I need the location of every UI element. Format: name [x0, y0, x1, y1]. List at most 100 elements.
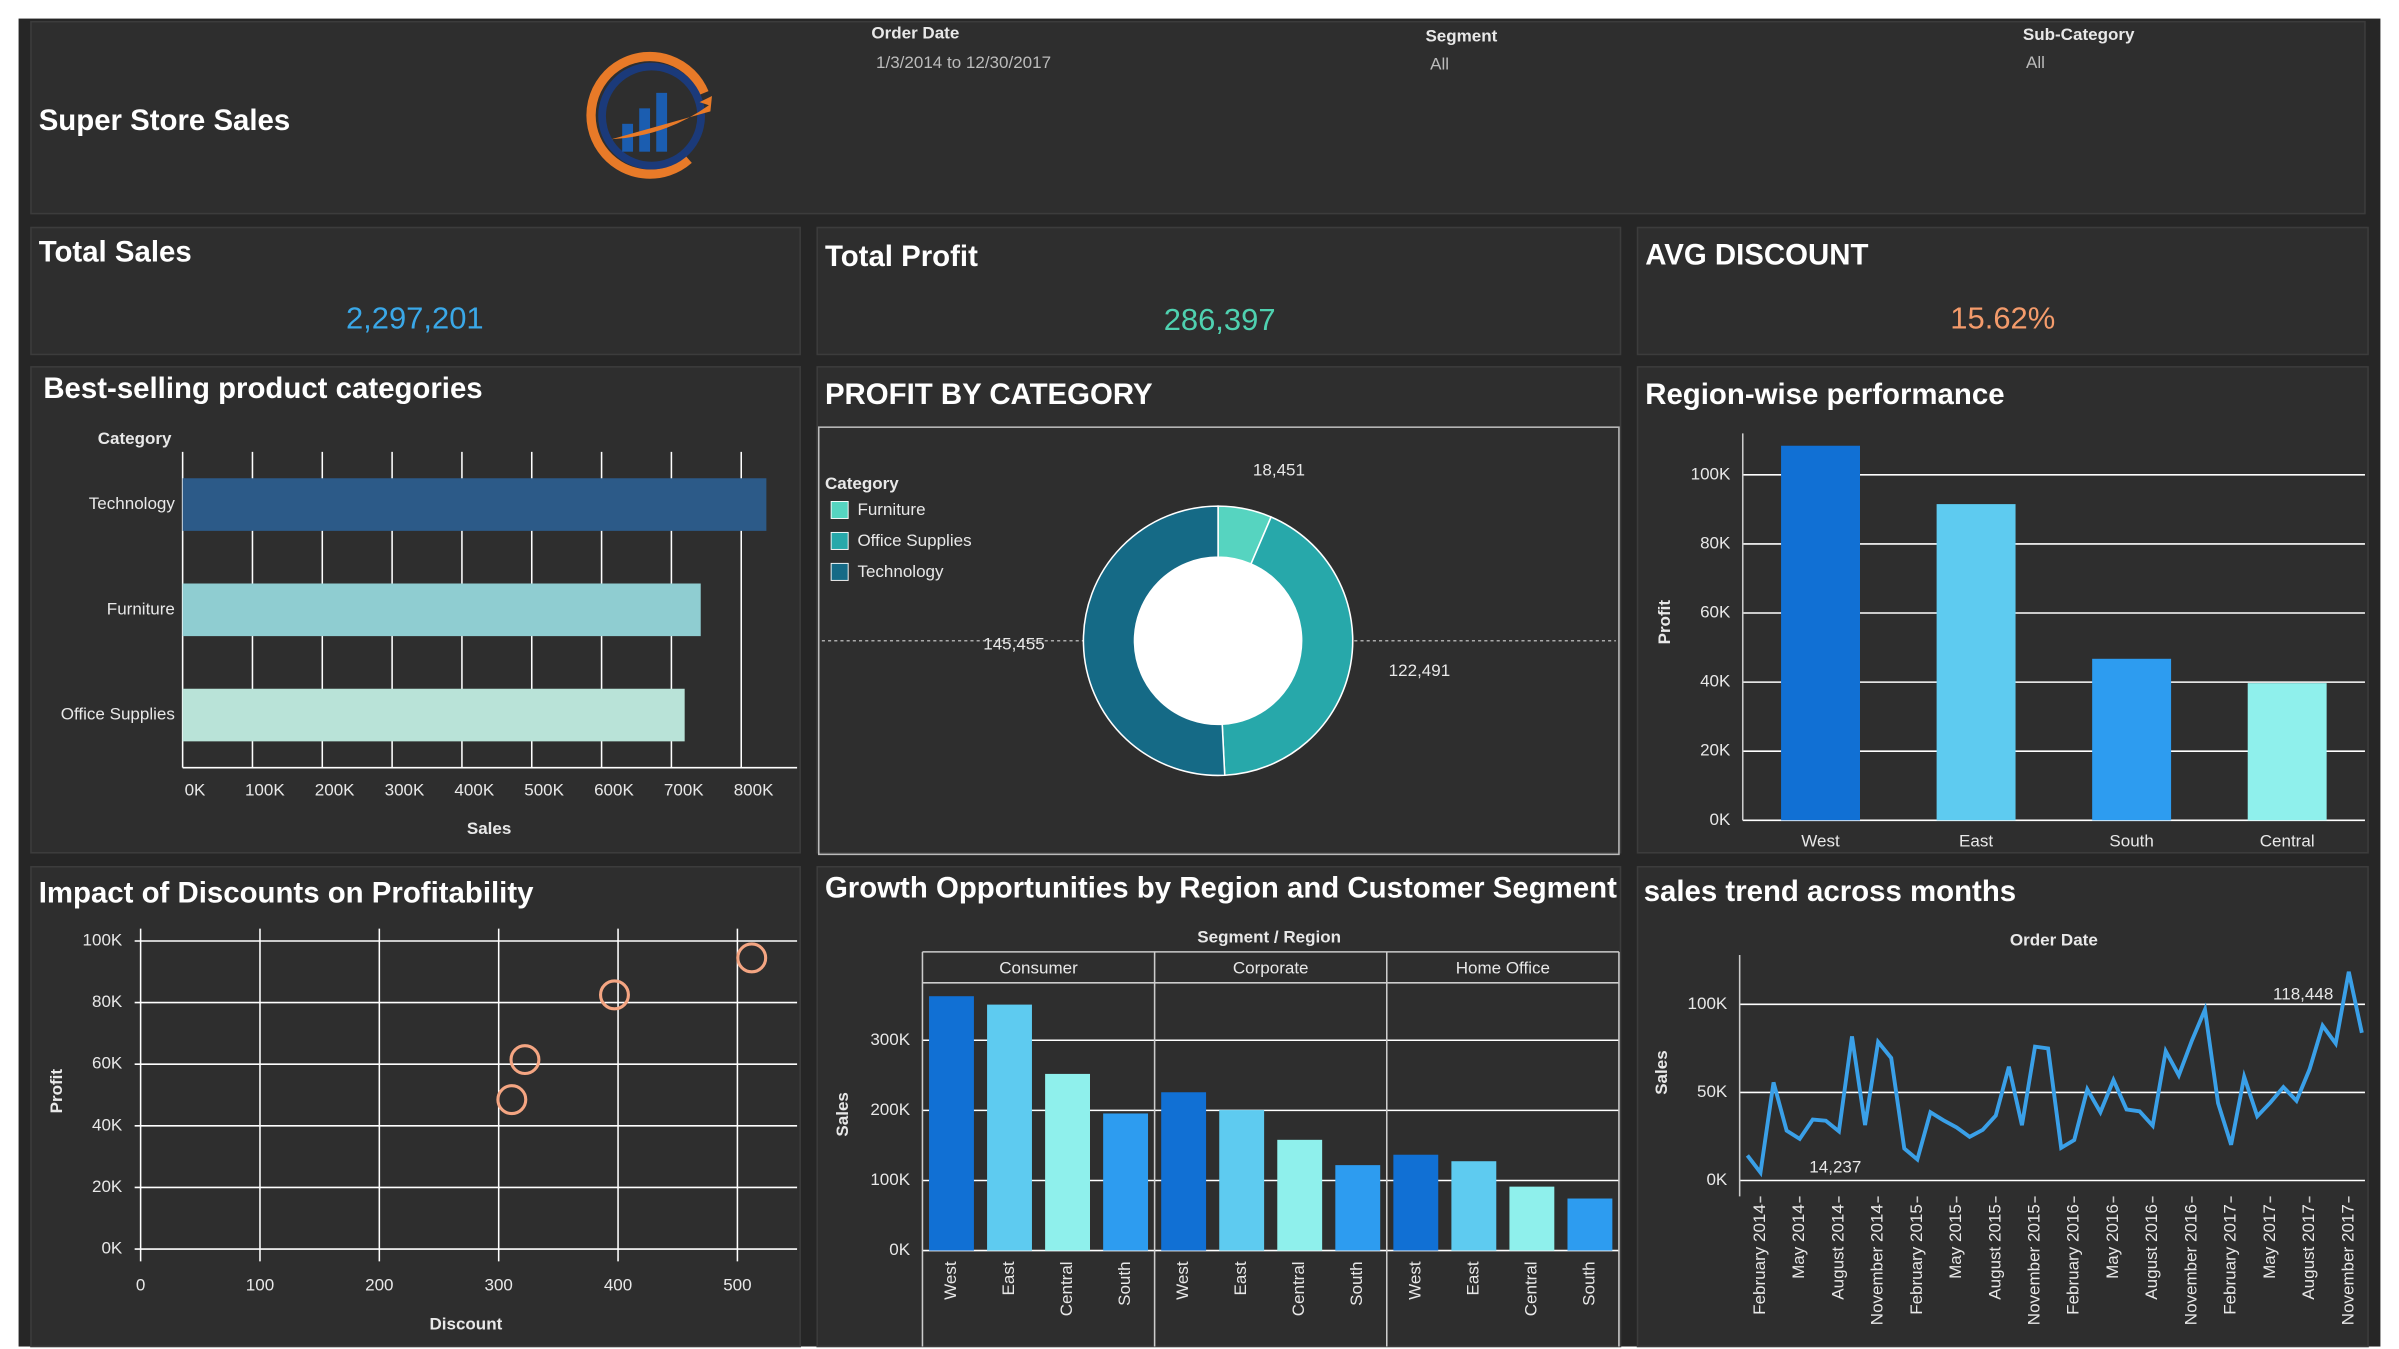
x-tick-label: East: [999, 1261, 1018, 1295]
x-tick-label: East: [1231, 1261, 1250, 1295]
x-tick-label: Central: [1057, 1261, 1076, 1316]
y-tick-label: 100K: [870, 1170, 910, 1189]
bar: [1277, 1139, 1323, 1251]
x-tick-label: East: [1959, 831, 1993, 850]
logo-bar: [622, 123, 634, 152]
scatter-point: [496, 1084, 528, 1116]
y-tick-label: 40K: [92, 1115, 123, 1134]
bar: [1936, 504, 2016, 821]
y-tick-label: 20K: [1700, 741, 1731, 760]
bar: [1219, 1110, 1265, 1251]
y-tick-label: 0K: [889, 1240, 910, 1259]
legend-swatch: [830, 500, 849, 519]
y-tick-label: 40K: [1700, 672, 1731, 691]
bar: [1451, 1161, 1497, 1251]
x-tick-label: November 2015: [2025, 1204, 2044, 1325]
scatter-point: [598, 979, 630, 1011]
x-tick-label: February 2017: [2221, 1204, 2240, 1315]
group-label: Consumer: [999, 958, 1078, 977]
x-tick-label: Central: [2260, 831, 2315, 850]
filter-value: All: [1430, 55, 1449, 74]
logo-arc: [586, 51, 709, 179]
header-panel: [30, 20, 2366, 215]
y-tick-label: Office Supplies: [61, 705, 175, 724]
filter-label: Sub-Category: [2023, 25, 2135, 44]
scatter-point: [736, 942, 768, 974]
kpi-panel: [30, 226, 801, 356]
x-tick-label: August 2016: [2142, 1204, 2161, 1300]
filter-label: Order Date: [871, 24, 959, 43]
x-tick-label: February 2016: [2064, 1204, 2083, 1315]
y-tick-label: 60K: [92, 1054, 123, 1073]
x-tick-label: August 2015: [1985, 1204, 2004, 1300]
y-tick-label: Technology: [89, 494, 176, 513]
dashboard-title: Super Store Sales: [39, 104, 291, 137]
logo: [586, 51, 712, 179]
x-tick-label: Central: [1521, 1261, 1540, 1316]
x-tick-label: 200K: [315, 780, 355, 799]
scatter-point: [509, 1044, 541, 1076]
x-tick-label: February 2014: [1750, 1204, 1769, 1315]
x-tick-label: 400K: [454, 780, 494, 799]
group-label: Corporate: [1233, 958, 1309, 977]
bar: [182, 478, 767, 531]
kpi-title: Total Profit: [825, 240, 978, 273]
x-tick-label: May 2014: [1789, 1204, 1808, 1279]
x-tick-label: South: [2109, 831, 2153, 850]
chart-title: Impact of Discounts on Profitability: [39, 876, 534, 909]
data-label: 14,237: [1809, 1157, 1861, 1176]
chart-frame: [817, 426, 1620, 856]
y-tick-label: 100K: [1691, 464, 1731, 483]
axis-title: Discount: [429, 1314, 502, 1333]
chart-panel: [30, 865, 801, 1348]
x-tick-label: 300K: [385, 780, 425, 799]
filter-label: Segment: [1425, 27, 1497, 46]
y-tick-label: 0K: [1706, 1170, 1727, 1189]
x-tick-label: 300: [484, 1276, 512, 1295]
x-tick-label: 100K: [245, 780, 285, 799]
legend-label: Office Supplies: [857, 531, 971, 550]
kpi-value: 286,397: [1164, 302, 1276, 337]
legend-label: Furniture: [857, 500, 925, 519]
bar: [182, 688, 685, 742]
axis-title: Sales: [467, 819, 511, 838]
x-tick-label: 600K: [594, 780, 634, 799]
x-tick-label: November 2017: [2338, 1204, 2357, 1325]
x-tick-label: 400: [604, 1276, 632, 1295]
bar: [1103, 1113, 1149, 1251]
y-tick-label: 80K: [92, 992, 123, 1011]
legend-swatch: [830, 562, 849, 581]
x-tick-label: West: [1405, 1261, 1424, 1300]
y-tick-label: 20K: [92, 1177, 123, 1196]
axis-title: Category: [98, 429, 172, 448]
data-label: 18,451: [1253, 460, 1305, 479]
bar: [1335, 1165, 1381, 1251]
data-label: 122,491: [1389, 661, 1451, 680]
x-tick-label: West: [1173, 1261, 1192, 1300]
kpi-title: Total Sales: [39, 236, 192, 269]
x-tick-label: May 2017: [2260, 1204, 2279, 1279]
bar: [1781, 445, 1860, 821]
axis-title: Sales: [833, 1092, 852, 1136]
y-tick-label: 0K: [1710, 810, 1731, 829]
bar: [929, 996, 974, 1251]
axis-title: Segment / Region: [1197, 927, 1341, 946]
axis-title: Order Date: [2010, 931, 2098, 950]
legend-label: Technology: [857, 562, 944, 581]
chart-panel: [1636, 865, 2369, 1348]
logo-bar: [656, 92, 668, 152]
y-tick-label: 50K: [1697, 1082, 1728, 1101]
kpi-panel: [1636, 226, 2369, 356]
x-tick-label: West: [941, 1261, 960, 1300]
bar: [1045, 1073, 1090, 1251]
x-tick-label: 0: [136, 1276, 145, 1295]
y-tick-label: 0K: [101, 1239, 122, 1258]
chart-title: PROFIT BY CATEGORY: [825, 378, 1153, 411]
chart-title: sales trend across months: [1644, 875, 2016, 908]
bar: [2092, 658, 2172, 821]
data-label: 145,455: [983, 635, 1045, 654]
x-tick-label: West: [1801, 831, 1840, 850]
chart-panel: [816, 865, 1622, 1348]
